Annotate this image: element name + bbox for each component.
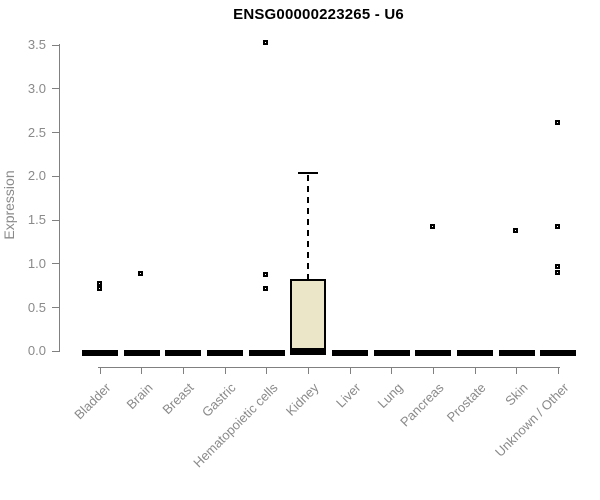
y-tick xyxy=(52,263,59,265)
x-tick-label: Pancreas xyxy=(397,380,447,430)
y-tick xyxy=(52,219,59,221)
x-tick-label: Skin xyxy=(501,380,531,409)
y-tick-label: 0.5 xyxy=(27,299,46,315)
x-tick xyxy=(224,367,226,374)
y-tick-label: 1.5 xyxy=(27,212,46,227)
x-tick-label: Kidney xyxy=(283,380,322,419)
x-tick-label: Liver xyxy=(333,380,364,411)
box-median-bar xyxy=(82,350,118,357)
outlier-point xyxy=(429,223,435,229)
x-tick xyxy=(516,367,518,374)
x-tick-label: Breast xyxy=(159,380,197,418)
outlier-point xyxy=(554,270,560,275)
x-tick xyxy=(557,367,559,374)
box-median-bar xyxy=(123,350,160,357)
x-tick xyxy=(141,367,143,374)
x-tick xyxy=(432,367,434,374)
box-median-bar xyxy=(415,350,452,357)
y-axis-line xyxy=(59,44,60,352)
outlier-point xyxy=(513,228,519,233)
whisker xyxy=(307,174,310,279)
y-tick xyxy=(52,132,59,133)
x-axis-line xyxy=(98,367,560,368)
box-median-bar xyxy=(290,348,327,355)
y-tick-label: 2.0 xyxy=(27,168,46,184)
x-tick-label: Gastric xyxy=(198,380,239,420)
x-tick xyxy=(307,367,309,374)
box-median-bar xyxy=(165,350,202,357)
y-tick-label: 3.0 xyxy=(27,80,46,96)
x-tick-label: Prostate xyxy=(443,380,489,425)
box-median-bar xyxy=(540,350,577,357)
box xyxy=(290,278,327,351)
box-median-bar xyxy=(498,350,535,357)
x-tick-label: Bladder xyxy=(71,380,114,423)
x-tick xyxy=(349,367,351,374)
outlier-point xyxy=(554,263,560,269)
outlier-point xyxy=(263,271,269,277)
x-tick xyxy=(266,367,268,374)
x-tick xyxy=(182,367,184,374)
y-tick xyxy=(52,88,59,90)
y-tick-label: 0.0 xyxy=(27,343,46,359)
y-tick-label: 3.5 xyxy=(27,37,46,52)
chart-title: ENSG00000223265 - U6 xyxy=(233,6,404,23)
outlier-point xyxy=(554,119,560,125)
box-median-bar xyxy=(248,350,285,357)
outlier-point xyxy=(138,270,144,276)
y-tick-label: 1.0 xyxy=(27,255,46,271)
y-tick xyxy=(52,350,59,352)
y-tick xyxy=(52,307,59,308)
outlier-point xyxy=(263,39,269,45)
outlier-point xyxy=(263,285,269,291)
box-median-bar xyxy=(373,350,410,357)
outlier-point xyxy=(96,285,102,291)
outlier-point xyxy=(96,281,102,287)
x-tick xyxy=(391,367,393,374)
box-median-bar xyxy=(207,350,243,357)
y-tick xyxy=(52,44,59,46)
outlier-point xyxy=(554,223,560,229)
y-tick-label: 2.5 xyxy=(27,124,46,140)
whisker-cap xyxy=(298,171,319,174)
x-tick-label: Lung xyxy=(374,380,406,412)
x-tick xyxy=(474,367,476,374)
x-tick xyxy=(99,367,101,374)
box-median-bar xyxy=(332,350,368,357)
x-tick-label: Unknown / Other xyxy=(492,380,572,460)
box-median-bar xyxy=(457,350,493,357)
x-tick-label: Brain xyxy=(123,380,156,413)
y-tick xyxy=(52,175,59,177)
